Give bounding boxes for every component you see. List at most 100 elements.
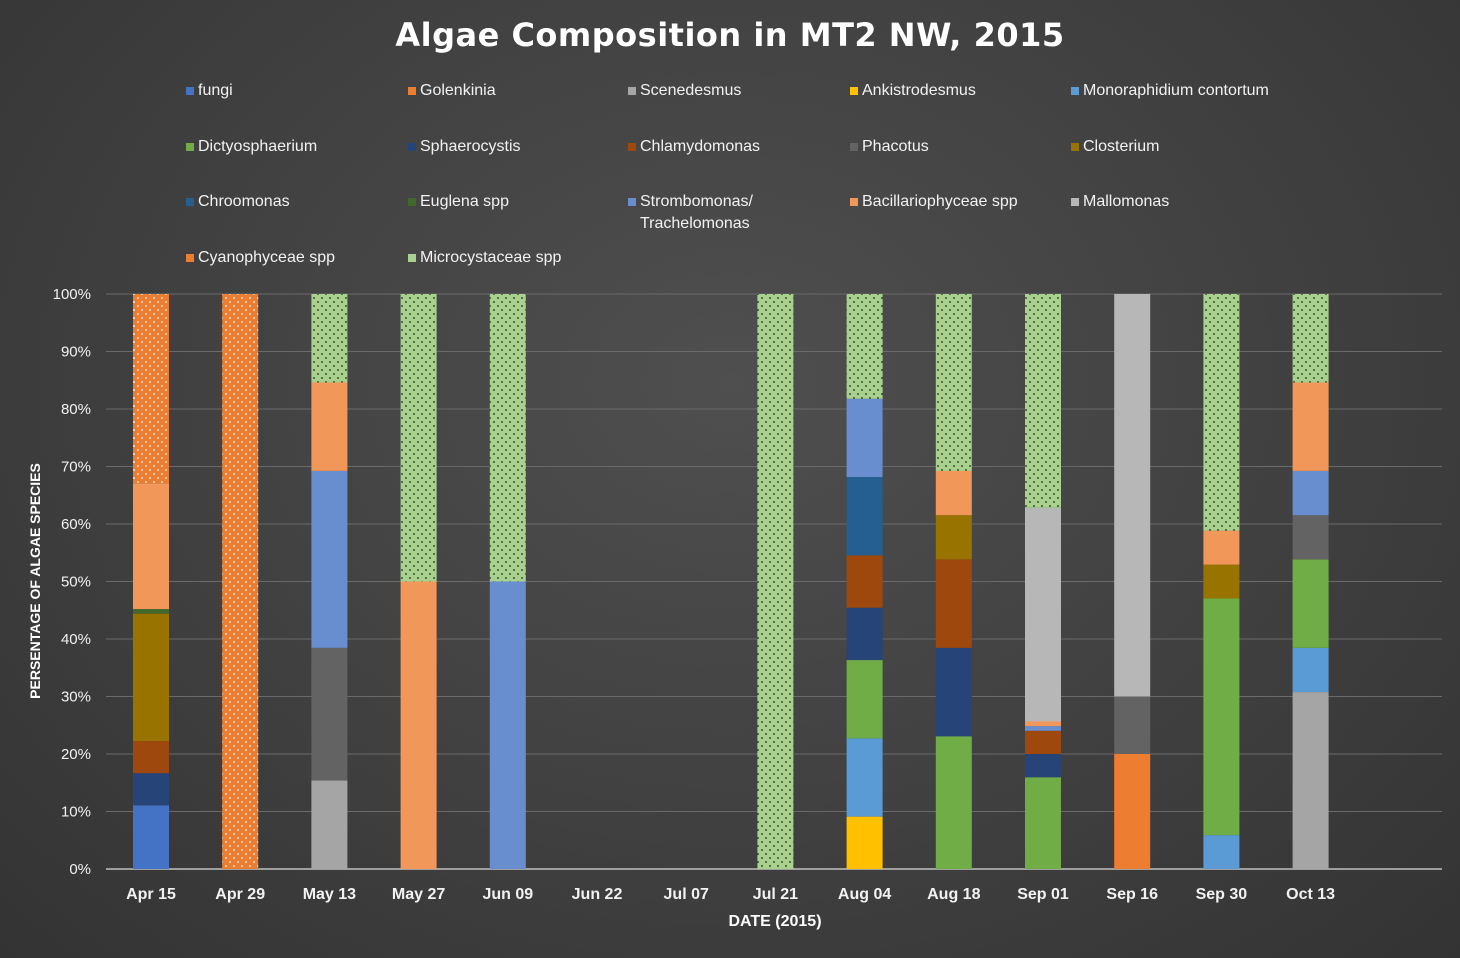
x-tick-label: Jun 09: [482, 886, 533, 903]
bar-segment: [311, 294, 348, 383]
legend-swatch: [850, 87, 858, 95]
bar-segment: [311, 382, 348, 471]
bar-segment: [1203, 294, 1240, 531]
bar-segment: [1292, 294, 1329, 383]
legend-label: Phacotus: [862, 138, 929, 155]
legend-swatch: [186, 143, 194, 151]
bar-segment: [1292, 470, 1329, 516]
bar-segment: [1025, 730, 1061, 754]
bar-segment: [846, 607, 883, 661]
y-tick-label: 30%: [61, 689, 91, 706]
bar-segment: [846, 398, 883, 478]
legend-label: Euglena spp: [420, 193, 509, 210]
legend-item: Strombomonas/Trachelomonas: [628, 191, 850, 235]
x-tick-label: Apr 15: [126, 886, 176, 903]
bar-segment: [222, 294, 259, 869]
bar-segment: [133, 805, 169, 869]
legend-swatch: [628, 143, 636, 151]
legend-label: Chlamydomonas: [640, 138, 761, 155]
bar-segment: [846, 555, 883, 608]
bar-segment: [935, 515, 972, 560]
legend-swatch: [1071, 198, 1079, 206]
bar-segment: [935, 736, 972, 869]
bar-segment: [311, 780, 348, 869]
y-axis-ticks: 0% 10% 20% 30% 40% 50% 60% 70% 80% 90% 100%: [53, 286, 91, 878]
x-axis-label: DATE (2015): [728, 913, 821, 930]
bar-segment: [133, 741, 169, 774]
legend-item: Cyanophyceae spp: [186, 247, 408, 269]
legend-item: Dictyosphaerium: [186, 136, 408, 158]
bar-segment: [133, 609, 169, 614]
bar-segment: [1025, 726, 1061, 731]
y-tick-label: 60%: [61, 516, 91, 533]
legend-item: Phacotus: [850, 136, 1072, 158]
y-tick-label: 90%: [61, 344, 91, 361]
y-axis-label: PERSENTAGE OF ALGAE SPECIES: [27, 463, 43, 699]
bar-segment: [1292, 515, 1329, 560]
legend-label: Trachelomonas: [640, 215, 750, 232]
legend-swatch: [850, 143, 858, 151]
legend-item: fungi: [186, 80, 408, 102]
bar-segment: [133, 294, 169, 484]
legend-swatch: [628, 198, 636, 206]
legend-item: Ankistrodesmus: [850, 80, 1072, 102]
x-tick-label: Oct 13: [1286, 886, 1335, 903]
legend-swatch: [408, 198, 416, 206]
y-tick-label: 70%: [61, 459, 91, 476]
bar-segment: [846, 477, 883, 556]
y-tick-label: 80%: [61, 401, 91, 418]
x-tick-label: Aug 04: [838, 886, 891, 903]
legend-swatch: [1071, 87, 1079, 95]
legend-label: Sphaerocystis: [420, 138, 521, 155]
bar-segment: [1025, 507, 1061, 722]
bar-segment: [133, 613, 169, 742]
x-tick-label: Sep 16: [1106, 886, 1158, 903]
x-tick-label: Sep 01: [1017, 886, 1069, 903]
bar-segment: [1025, 294, 1061, 508]
legend-label: Closterium: [1083, 138, 1160, 155]
bar-segment: [133, 773, 169, 806]
bar-segment: [311, 470, 348, 648]
bar-segment: [1292, 647, 1329, 693]
y-tick-label: 50%: [61, 574, 91, 591]
bar-segment: [757, 294, 794, 869]
y-tick-label: 20%: [61, 746, 91, 763]
bar-segment: [935, 470, 972, 516]
legend-label: Golenkinia: [420, 82, 496, 99]
bar-segment: [1292, 692, 1329, 869]
legend-label: Bacillariophyceae spp: [862, 193, 1018, 210]
x-axis-ticks: Apr 15 Apr 29 May 13 May 27 Jun 09 Jun 22 Jul …: [126, 886, 1335, 903]
bar-segment: [311, 647, 348, 781]
legend-label: Mallomonas: [1083, 193, 1170, 210]
legend-item: Euglena spp: [408, 191, 630, 213]
x-tick-label: May 27: [392, 886, 445, 903]
bar-segment: [489, 294, 526, 582]
legend-label: Monoraphidium contortum: [1083, 82, 1269, 99]
y-tick-label: 40%: [61, 631, 91, 648]
legend-item: Microcystaceae spp: [408, 247, 630, 269]
bar-segment: [846, 660, 883, 739]
legend-label: Ankistrodesmus: [862, 82, 976, 99]
legend-swatch: [408, 143, 416, 151]
legend-label: Strombomonas/: [640, 193, 753, 210]
legend-label: Microcystaceae spp: [420, 249, 562, 266]
bar-segment: [400, 294, 437, 582]
bar-segment: [1292, 559, 1329, 648]
bar-segment: [1114, 696, 1151, 754]
legend-swatch: [628, 87, 636, 95]
legend-swatch: [1071, 143, 1079, 151]
legend-label: Scenedesmus: [640, 82, 742, 99]
bar-segment: [1114, 754, 1151, 869]
bar-segment: [846, 738, 883, 817]
x-tick-label: Apr 29: [215, 886, 265, 903]
bar-segment: [846, 294, 883, 399]
x-tick-label: May 13: [303, 886, 356, 903]
legend-item: Chlamydomonas: [628, 136, 850, 158]
bar-segment: [935, 647, 972, 737]
legend-item: Mallomonas: [1071, 191, 1293, 213]
bar-segment: [1203, 598, 1240, 836]
legend-item: Monoraphidium contortum: [1071, 80, 1293, 102]
bar-stacks: [133, 294, 1329, 869]
y-tick-label: 10%: [61, 804, 91, 821]
legend-item: Sphaerocystis: [408, 136, 630, 158]
